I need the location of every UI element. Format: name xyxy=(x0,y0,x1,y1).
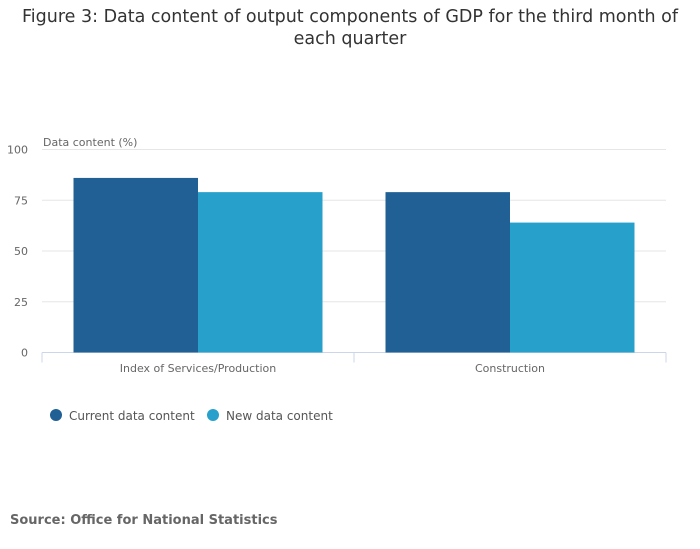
bar-new-data-content xyxy=(198,192,323,353)
chart-title: Figure 3: Data content of output compone… xyxy=(22,7,678,49)
legend-marker xyxy=(207,409,219,421)
x-tick-label: Construction xyxy=(475,362,545,375)
legend-label: New data content xyxy=(226,409,333,423)
y-tick-label: 100 xyxy=(7,144,28,157)
bar-new-data-content xyxy=(510,222,635,353)
source-note: Source: Office for National Statistics xyxy=(10,513,278,528)
x-tick-label: Index of Services/Production xyxy=(120,362,277,375)
bar-current-data-content xyxy=(73,177,198,353)
y-axis-label: Data content (%) xyxy=(43,136,137,149)
y-tick-label: 50 xyxy=(14,245,28,258)
legend-marker xyxy=(50,409,62,421)
y-tick-label: 75 xyxy=(14,194,28,207)
y-tick-label: 0 xyxy=(21,347,28,360)
legend-label: Current data content xyxy=(69,409,195,423)
y-tick-label: 25 xyxy=(14,296,28,309)
bar-current-data-content xyxy=(385,192,510,353)
